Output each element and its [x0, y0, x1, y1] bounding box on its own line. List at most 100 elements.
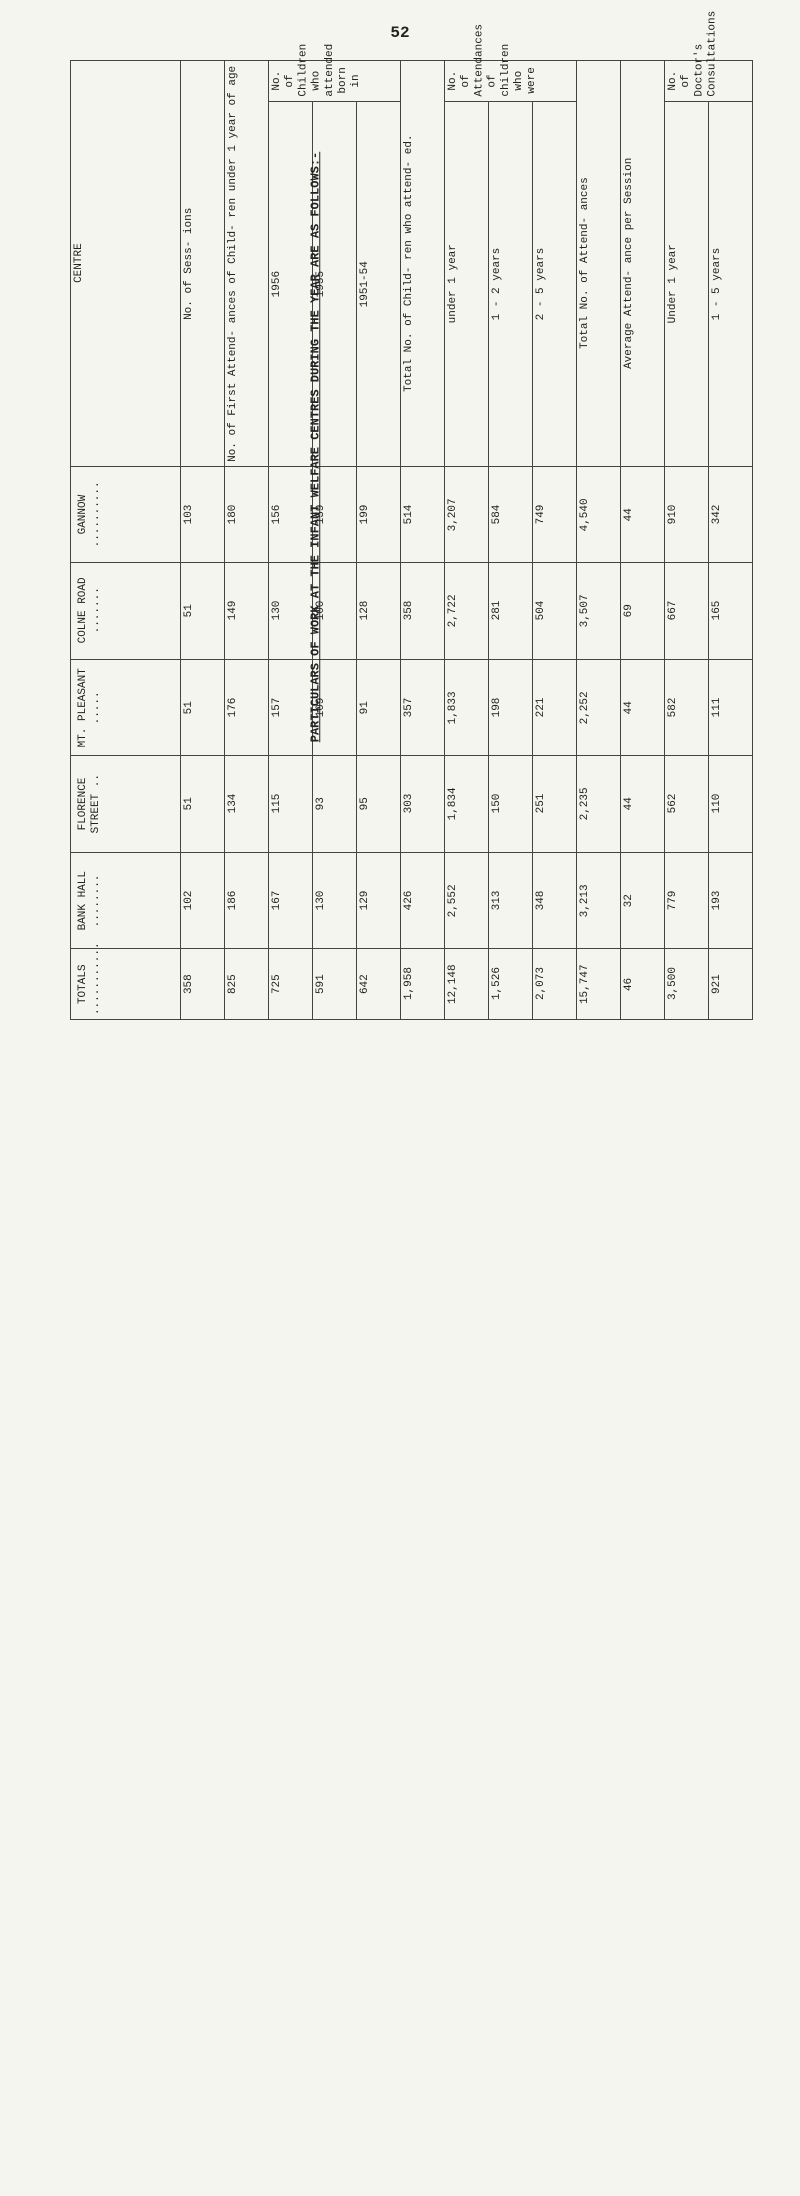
h-sess: No. of Sess- ions	[183, 65, 222, 462]
cell-tot_ch: 303	[401, 756, 445, 852]
cell-first: 134	[225, 756, 269, 852]
cell-y25: 749	[533, 466, 577, 562]
h-25: 2 - 5 years	[535, 106, 574, 462]
cell-a5154: 95	[357, 756, 401, 852]
data-table: CENTRE No. of Sess- ions No. of First At…	[70, 60, 753, 1020]
cell-y12: 1,526	[489, 948, 533, 1019]
cell-centre: COLNE ROAD .......	[71, 563, 181, 659]
cell-sess: 102	[181, 852, 225, 948]
table-row: GANNOW ..........1031801561591995143,207…	[71, 466, 753, 562]
cell-sess: 51	[181, 756, 225, 852]
h-atd-grp: No. of Attendances of children who were	[447, 65, 574, 97]
cell-first: 176	[225, 659, 269, 755]
cell-tot_ch: 1,958	[401, 948, 445, 1019]
table-row: BANK HALL ........1021861671301294262,55…	[71, 852, 753, 948]
page-number: 52	[0, 24, 800, 42]
cell-c15: 165	[709, 563, 753, 659]
cell-avg: 44	[621, 466, 665, 562]
cell-avg: 32	[621, 852, 665, 948]
table-row: FLORENCE STREET ..5113411593953031,83415…	[71, 756, 753, 852]
cell-a56: 725	[269, 948, 313, 1019]
cell-y25: 2,073	[533, 948, 577, 1019]
h-centre: CENTRE	[73, 65, 178, 462]
cell-u1: 1,833	[445, 659, 489, 755]
cell-a5154: 129	[357, 852, 401, 948]
h-1955: 1955	[315, 106, 354, 462]
cell-y25: 251	[533, 756, 577, 852]
h-u1: under 1 year	[447, 106, 486, 462]
cell-y25: 221	[533, 659, 577, 755]
cell-cu1: 667	[665, 563, 709, 659]
cell-a56: 157	[269, 659, 313, 755]
table-row: COLNE ROAD .......511491301001283582,722…	[71, 563, 753, 659]
cell-tot_ch: 358	[401, 563, 445, 659]
cell-tot_at: 4,540	[577, 466, 621, 562]
cell-a5154: 91	[357, 659, 401, 755]
cell-c15: 921	[709, 948, 753, 1019]
cell-u1: 2,552	[445, 852, 489, 948]
h-first: No. of First Attend- ances of Child- ren…	[227, 65, 266, 462]
cell-a55: 159	[313, 466, 357, 562]
cell-first: 180	[225, 466, 269, 562]
cell-tot_ch: 514	[401, 466, 445, 562]
cell-a55: 130	[313, 852, 357, 948]
h-5154: 1951-54	[359, 106, 398, 462]
h-tot-att: Total No. of Attend- ances	[579, 65, 618, 462]
cell-sess: 103	[181, 466, 225, 562]
cell-a55: 109	[313, 659, 357, 755]
cell-a56: 156	[269, 466, 313, 562]
cell-first: 149	[225, 563, 269, 659]
table-row: TOTALS ...........3588257255916421,95812…	[71, 948, 753, 1019]
cell-u1: 1,834	[445, 756, 489, 852]
h-cons-grp: No. of Doctor's Consultations	[667, 65, 750, 97]
cell-first: 825	[225, 948, 269, 1019]
cell-cu1: 562	[665, 756, 709, 852]
table-row: MT. PLEASANT .....51176157109913571,8331…	[71, 659, 753, 755]
cell-tot_ch: 357	[401, 659, 445, 755]
cell-tot_at: 3,507	[577, 563, 621, 659]
cell-y12: 584	[489, 466, 533, 562]
cell-u1: 3,207	[445, 466, 489, 562]
cell-y12: 198	[489, 659, 533, 755]
cell-centre: BANK HALL ........	[71, 852, 181, 948]
cell-a56: 115	[269, 756, 313, 852]
h-ch-att: Total No. of Child- ren who attend- ed.	[403, 65, 442, 462]
cell-cu1: 910	[665, 466, 709, 562]
cell-centre: GANNOW ..........	[71, 466, 181, 562]
cell-first: 186	[225, 852, 269, 948]
cell-c15: 193	[709, 852, 753, 948]
cell-avg: 44	[621, 756, 665, 852]
cell-u1: 2,722	[445, 563, 489, 659]
cell-a55: 93	[313, 756, 357, 852]
cell-sess: 51	[181, 659, 225, 755]
cell-u1: 12,148	[445, 948, 489, 1019]
cell-y12: 281	[489, 563, 533, 659]
h-cu1: Under 1 year	[667, 106, 706, 462]
cell-avg: 46	[621, 948, 665, 1019]
cell-a5154: 128	[357, 563, 401, 659]
cell-tot_ch: 426	[401, 852, 445, 948]
cell-tot_at: 15,747	[577, 948, 621, 1019]
cell-cu1: 582	[665, 659, 709, 755]
cell-y25: 504	[533, 563, 577, 659]
cell-y12: 150	[489, 756, 533, 852]
cell-avg: 44	[621, 659, 665, 755]
cell-cu1: 3,500	[665, 948, 709, 1019]
h-1956: 1956	[271, 106, 310, 462]
cell-a55: 100	[313, 563, 357, 659]
cell-y25: 348	[533, 852, 577, 948]
cell-tot_at: 2,235	[577, 756, 621, 852]
h-att-grp: No. of Children who attended born in	[271, 65, 398, 97]
cell-sess: 358	[181, 948, 225, 1019]
h-c15: 1 - 5 years	[711, 106, 750, 462]
h-avg: Average Attend- ance per Session	[623, 65, 662, 462]
cell-a5154: 642	[357, 948, 401, 1019]
cell-a5154: 199	[357, 466, 401, 562]
cell-tot_at: 2,252	[577, 659, 621, 755]
cell-c15: 110	[709, 756, 753, 852]
cell-cu1: 779	[665, 852, 709, 948]
h-12: 1 - 2 years	[491, 106, 530, 462]
cell-tot_at: 3,213	[577, 852, 621, 948]
cell-a56: 130	[269, 563, 313, 659]
cell-sess: 51	[181, 563, 225, 659]
